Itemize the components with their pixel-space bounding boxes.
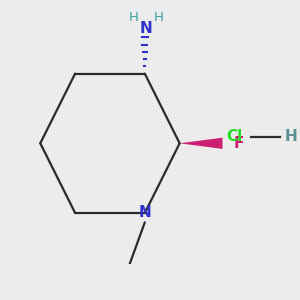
Polygon shape xyxy=(180,138,223,149)
Text: N: N xyxy=(140,21,152,36)
Text: H: H xyxy=(128,11,138,24)
Text: H: H xyxy=(153,11,163,24)
Text: N: N xyxy=(138,206,151,220)
Text: F: F xyxy=(233,136,244,151)
Text: H: H xyxy=(284,129,297,144)
Text: Cl: Cl xyxy=(226,129,243,144)
